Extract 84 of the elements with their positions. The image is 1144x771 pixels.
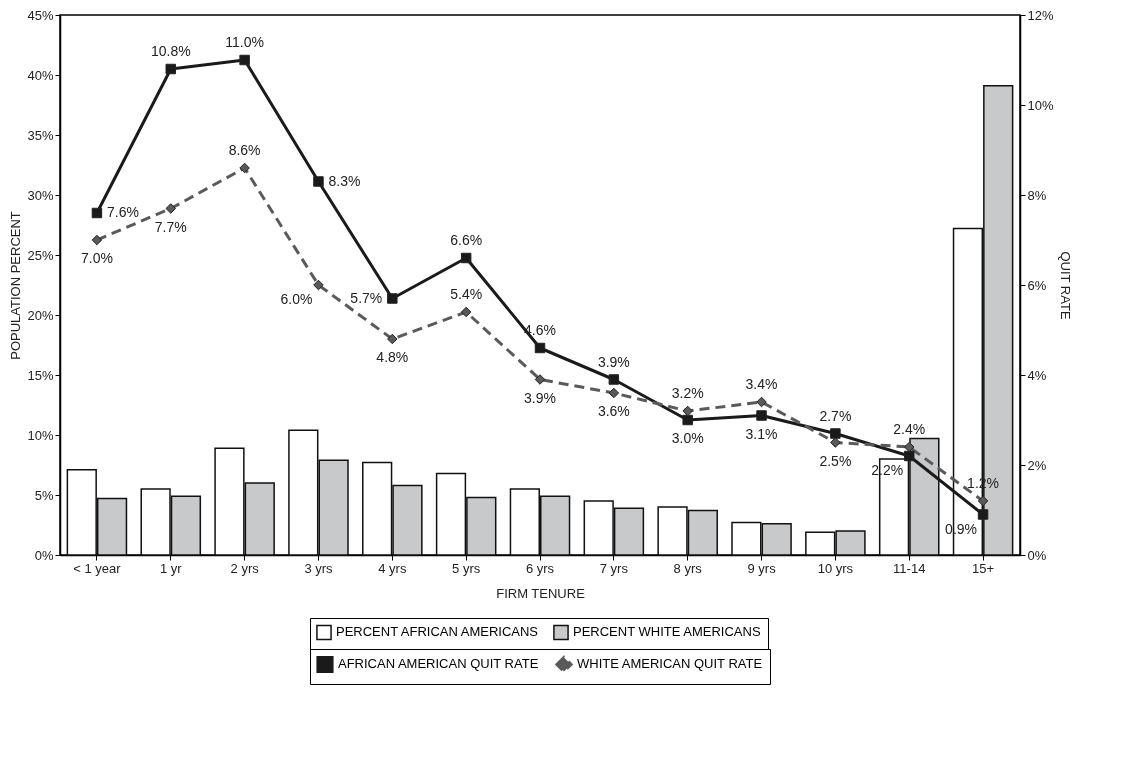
y-axis-title: POPULATION PERCENT xyxy=(8,211,24,360)
data-label: 5.4% xyxy=(450,286,483,302)
y-tick-label: 10% xyxy=(27,427,54,443)
point xyxy=(165,203,177,214)
point xyxy=(608,374,620,385)
point xyxy=(682,405,693,417)
point xyxy=(387,293,398,304)
y2-tick-label: 10% xyxy=(1027,97,1054,113)
data-label: 8.3% xyxy=(328,172,361,189)
legend-label: WHITE AMERICAN QUIT RATE xyxy=(577,656,763,672)
data-label: 5.7% xyxy=(350,289,383,306)
y2-tick-label: 8% xyxy=(1027,187,1047,203)
data-label: 2.4% xyxy=(893,421,926,437)
data-label: 6.0% xyxy=(280,291,313,307)
data-label: 10.8% xyxy=(150,43,191,59)
x-tick-label: 11-14 xyxy=(893,560,926,576)
y2-tick-label: 12% xyxy=(1027,7,1054,23)
point xyxy=(460,306,472,318)
y-tick-label: 45% xyxy=(27,7,54,23)
data-label: 3.1% xyxy=(745,425,778,442)
data-label: 3.0% xyxy=(671,430,704,446)
y-tick-label: 15% xyxy=(27,367,54,383)
y-tick-label: 35% xyxy=(27,127,54,143)
point xyxy=(608,387,620,399)
y-tick-label: 40% xyxy=(27,67,54,83)
point xyxy=(239,54,250,66)
point xyxy=(682,414,693,426)
data-label: 7.0% xyxy=(80,250,113,266)
x-tick-label: 3 yrs xyxy=(304,560,334,576)
point xyxy=(460,252,472,264)
point xyxy=(239,162,250,174)
data-label: 3.2% xyxy=(671,385,704,401)
x-tick-label: 15+ xyxy=(972,560,995,576)
point xyxy=(165,63,177,75)
point xyxy=(313,279,324,291)
y2-tick-label: 6% xyxy=(1027,277,1047,293)
point xyxy=(830,428,841,439)
point xyxy=(534,342,546,354)
y2-tick-label: 2% xyxy=(1027,457,1047,473)
data-label: 3.9% xyxy=(524,389,556,406)
x-tick-label: 9 yrs xyxy=(747,560,777,576)
data-label: 3.4% xyxy=(745,376,778,392)
legend-label: PERCENT WHITE AMERICANS xyxy=(573,624,761,640)
y2-tick-label: 0% xyxy=(1027,547,1047,563)
x-tick-label: 7 yrs xyxy=(599,560,629,576)
point xyxy=(756,410,767,421)
y-tick-label: 30% xyxy=(27,187,54,203)
point xyxy=(91,234,103,246)
x-tick-label: 5 yrs xyxy=(452,560,481,576)
data-label: 3.9% xyxy=(597,353,630,370)
y2-axis-title: QUIT RATE xyxy=(1057,251,1073,320)
x-tick-label: 2 yrs xyxy=(230,560,260,576)
x-tick-label: 1 yr xyxy=(159,560,183,576)
x-tick-label: 4 yrs xyxy=(378,560,407,576)
data-label: 8.6% xyxy=(228,142,261,158)
point xyxy=(977,509,989,520)
y-tick-label: 5% xyxy=(34,487,54,503)
legend-label: PERCENT AFRICAN AMERICANS xyxy=(336,624,539,640)
data-label: 7.7% xyxy=(154,218,187,235)
data-label: 3.6% xyxy=(597,403,630,419)
y-tick-label: 20% xyxy=(27,307,54,323)
point xyxy=(313,176,324,187)
data-label: 2.5% xyxy=(819,452,852,469)
point xyxy=(387,333,398,345)
point xyxy=(91,207,103,219)
legend-label: AFRICAN AMERICAN QUIT RATE xyxy=(338,656,539,672)
x-tick-label: 6 yrs xyxy=(525,560,555,576)
point xyxy=(977,495,989,507)
data-label: 2.7% xyxy=(819,407,852,424)
x-axis-title: FIRM TENURE xyxy=(496,585,586,601)
point xyxy=(903,450,915,462)
data-label: 6.6% xyxy=(450,232,483,248)
y2-tick-label: 4% xyxy=(1027,367,1047,383)
y-tick-label: 0% xyxy=(34,547,54,563)
point xyxy=(534,374,546,385)
point xyxy=(756,396,767,408)
x-tick-label: 10 yrs xyxy=(817,560,854,576)
data-label: 4.8% xyxy=(376,349,409,365)
x-tick-label: 8 yrs xyxy=(673,560,703,576)
y-tick-label: 25% xyxy=(27,247,54,263)
x-tick-label: < 1 year xyxy=(73,560,122,576)
point xyxy=(830,437,841,448)
data-label: 11.0% xyxy=(225,34,264,50)
data-label: 7.6% xyxy=(106,204,139,220)
